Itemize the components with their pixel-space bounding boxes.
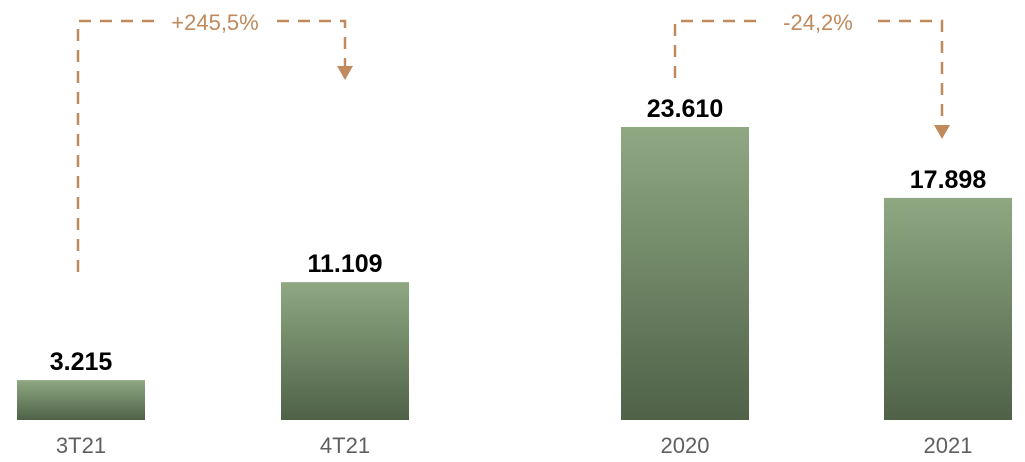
bars-layer (17, 127, 1012, 420)
value-labels-layer: 3.215 11.109 23.610 17.898 (50, 95, 987, 376)
annotation-arrowhead-1 (337, 66, 353, 80)
bar-2021 (884, 197, 1012, 420)
value-label-2021: 17.898 (910, 166, 987, 194)
annotation-arrowhead-2 (934, 125, 950, 139)
value-label-3t21: 3.215 (50, 348, 113, 376)
bar-4t21 (281, 282, 409, 420)
annotation-label-1: +245,5% (171, 10, 258, 35)
category-label-3t21: 3T21 (56, 433, 106, 458)
floor-shadow (0, 385, 1025, 462)
category-label-4t21: 4T21 (320, 433, 370, 458)
annotation-label-2: -24,2% (783, 10, 853, 35)
annotation-change-2: -24,2% (673, 10, 950, 139)
value-label-2020: 23.610 (647, 95, 723, 123)
category-label-2021: 2021 (924, 433, 973, 458)
bar-2020 (621, 127, 749, 420)
category-label-2020: 2020 (661, 433, 710, 458)
annotation-arrow-line-1 (76, 19, 347, 272)
annotation-arrow-line-2 (673, 19, 944, 127)
bar-3t21 (17, 380, 145, 420)
category-labels-layer: 3T21 4T21 2020 2021 (56, 433, 973, 458)
value-label-4t21: 11.109 (307, 250, 382, 278)
annotation-change-1: +245,5% (76, 10, 353, 272)
